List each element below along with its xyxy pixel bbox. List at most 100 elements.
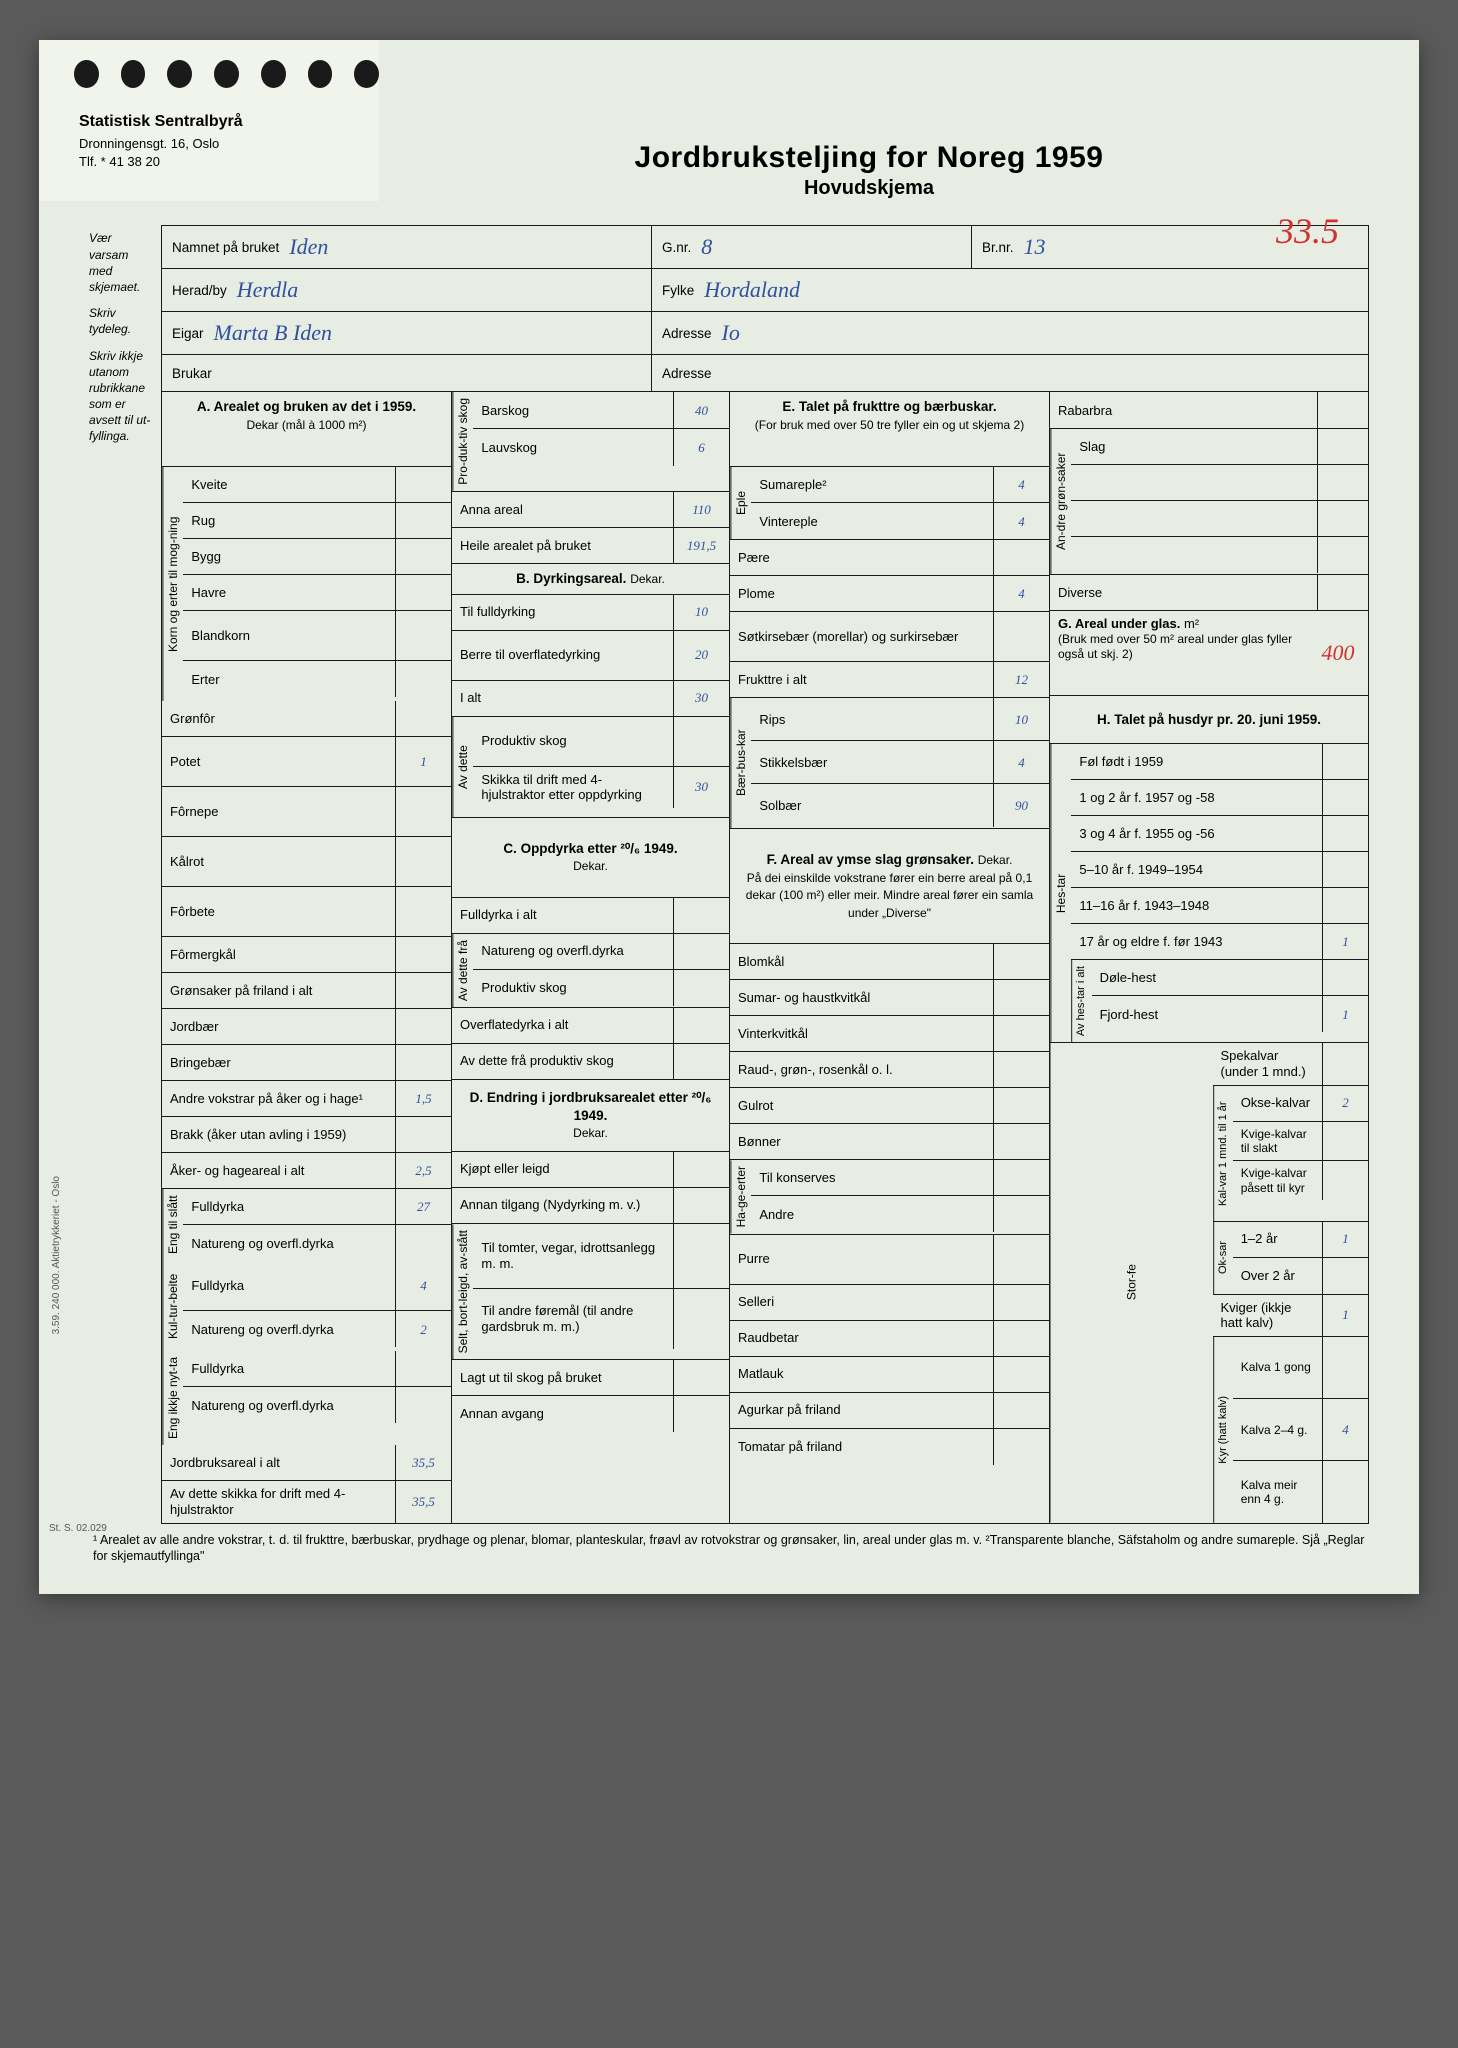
korn-label: Korn og erter til mog-ning (162, 467, 183, 701)
secG-unit: m² (1184, 616, 1199, 631)
andre-val: 1,5 (396, 1081, 451, 1116)
secB-sub: Dekar. (630, 572, 665, 586)
margin-p3: Skriv ikkje utanom rubrikkane som er avs… (89, 348, 153, 445)
kviger: Kviger (ikkje hatt kalv) (1213, 1295, 1324, 1336)
eigar-label: Eigar (172, 326, 204, 341)
blomkal: Blomkål (730, 944, 994, 979)
c-overflate: Overflatedyrka i alt (452, 1008, 674, 1043)
eng-ikkje: Eng ikkje nyt-ta (162, 1351, 183, 1445)
main-columns: A. Arealet og bruken av det i 1959. Deka… (162, 392, 1368, 1522)
forbete: Fôrbete (162, 887, 396, 936)
heile-val: 191,5 (674, 528, 729, 563)
jordbruksareal-val: 35,5 (396, 1445, 451, 1480)
solbaer-val: 90 (994, 784, 1049, 827)
tomatar: Tomatar på friland (730, 1429, 994, 1465)
vinterkvitkal: Vinterkvitkål (730, 1016, 994, 1051)
kalvar: Kal-var 1 mnd. til 1 år (1213, 1086, 1233, 1221)
secF-sub: Dekar. (978, 853, 1013, 867)
herad-label: Herad/by (172, 283, 227, 298)
heile-areal: Heile arealet på bruket (452, 528, 674, 563)
avdette-v: Av dette (452, 717, 473, 817)
side-print-code: St. S. 02.029 (49, 1523, 107, 1534)
havre: Havre (183, 575, 396, 610)
secD-head: D. Endring i jordbruksarealet etter ²⁰/₆… (470, 1090, 712, 1123)
title-block: Jordbruksteljing for Noreg 1959 Hovudskj… (369, 141, 1369, 200)
gronfor: Grønfôr (162, 701, 396, 736)
margin-instructions: Vær varsam med skjemaet. Skriv tydeleg. … (89, 225, 161, 1523)
avhestar: Av hes-tar i alt (1071, 960, 1091, 1042)
rips-val: 10 (994, 698, 1049, 740)
eple: Eple (730, 467, 751, 539)
document-form: Statistisk Sentralbyrå Dronningensgt. 16… (39, 40, 1419, 1594)
plome-val: 4 (994, 576, 1049, 611)
purre: Purre (730, 1235, 994, 1284)
vinter-val: 4 (994, 503, 1049, 539)
footnote: ¹ Arealet av alle andre vokstrar, t. d. … (89, 1532, 1369, 1565)
diverse: Diverse (1050, 575, 1318, 610)
over2: Over 2 år (1233, 1258, 1323, 1294)
c-fulldyrka: Fulldyrka i alt (452, 898, 674, 933)
hageerter: Ha-ge-erter (730, 1160, 751, 1233)
raudbetar: Raudbetar (730, 1321, 994, 1356)
fol: Føl født i 1959 (1071, 744, 1323, 779)
paere: Pære (730, 540, 994, 575)
form-subtitle: Hovudskjema (369, 177, 1369, 200)
column-ef: E. Talet på frukttre og bærbuskar.(For b… (730, 392, 1050, 1522)
fulldyrka2: Fulldyrka (183, 1261, 396, 1310)
overflate-val: 20 (674, 631, 729, 680)
fornepe: Fôrnepe (162, 787, 396, 836)
gnr-value: 8 (691, 234, 712, 260)
fylke-value: Hordaland (694, 277, 800, 303)
side-print-info: 3.59. 240 000. Aktietrykkeriet - Oslo (51, 1176, 62, 1334)
gronsaker-friland: Grønsaker på friland i alt (162, 973, 396, 1008)
org-addr2: Tlf. * 41 38 20 (79, 153, 379, 171)
red-form-number: 33.5 (1276, 210, 1339, 252)
secG-head: G. Areal under glas. (1058, 616, 1180, 631)
solbaer: Solbær (751, 784, 994, 827)
fulldyrka2-val: 4 (396, 1261, 451, 1310)
storfe: Stor-fe (1050, 1043, 1213, 1522)
y17: 17 år og eldre f. før 1943 (1071, 924, 1323, 959)
konserves: Til konserves (751, 1160, 994, 1195)
brukar-label: Brukar (172, 366, 212, 381)
c-prodskog: Produktiv skog (473, 970, 674, 1006)
rips: Rips (751, 698, 994, 740)
kalva-meir: Kalva meir enn 4 g. (1233, 1461, 1323, 1522)
secG-sub: (Bruk med over 50 m² areal under glas fy… (1058, 632, 1300, 662)
andre-vokstrar: Andre vokstrar på åker og i hage¹ (162, 1081, 396, 1116)
secC-head: C. Oppdyrka etter ²⁰/₆ 1949. (503, 841, 677, 856)
header-section: Namnet på bruket Iden G.nr. 8 Br.nr. 13 … (162, 226, 1368, 392)
natureng3: Natureng og overfl.dyrka (183, 1387, 396, 1423)
prodskog2: Produktiv skog (473, 717, 674, 766)
spekalvar: Spekalvar (under 1 mnd.) (1213, 1043, 1324, 1084)
d-kjopt: Kjøpt eller leigd (452, 1152, 674, 1187)
kveite: Kveite (183, 467, 396, 502)
kalrot: Kålrot (162, 837, 396, 886)
plome: Plome (730, 576, 994, 611)
form-grid: Namnet på bruket Iden G.nr. 8 Br.nr. 13 … (161, 225, 1369, 1523)
natureng2-val: 2 (396, 1311, 451, 1347)
d-andre: Til andre føremål (til andre gardsbruk m… (473, 1289, 674, 1349)
c-avdette-prod: Av dette frå produktiv skog (452, 1044, 674, 1079)
jordbruksareal: Jordbruksareal i alt (162, 1445, 396, 1480)
oksar: Ok-sar (1213, 1222, 1233, 1294)
kviger-val: 1 (1323, 1295, 1368, 1336)
form-title: Jordbruksteljing for Noreg 1959 (369, 141, 1369, 175)
c-avdette: Av dette frå (452, 934, 473, 1007)
jordbaer: Jordbær (162, 1009, 396, 1044)
av-dette-val: 35,5 (396, 1481, 451, 1522)
c-natureng: Natureng og overfl.dyrka (473, 934, 674, 969)
kalva24-val: 4 (1323, 1399, 1368, 1460)
brnr-value: 13 (1014, 234, 1046, 260)
namnet-label: Namnet på bruket (172, 240, 279, 255)
prodskog-v: Pro-duk-tiv skog (452, 392, 473, 491)
vintereple: Vintereple (751, 503, 994, 539)
kalva24: Kalva 2–4 g. (1233, 1399, 1323, 1460)
adresse2-label: Adresse (662, 366, 712, 381)
sumar-val: 4 (994, 467, 1049, 502)
ialt-val: 30 (674, 681, 729, 716)
til-fulldyrking: Til fulldyrking (452, 595, 674, 630)
punch-holes (74, 60, 379, 88)
column-a: A. Arealet og bruken av det i 1959. Deka… (162, 392, 452, 1522)
natureng1: Natureng og overfl.dyrka (183, 1225, 396, 1261)
